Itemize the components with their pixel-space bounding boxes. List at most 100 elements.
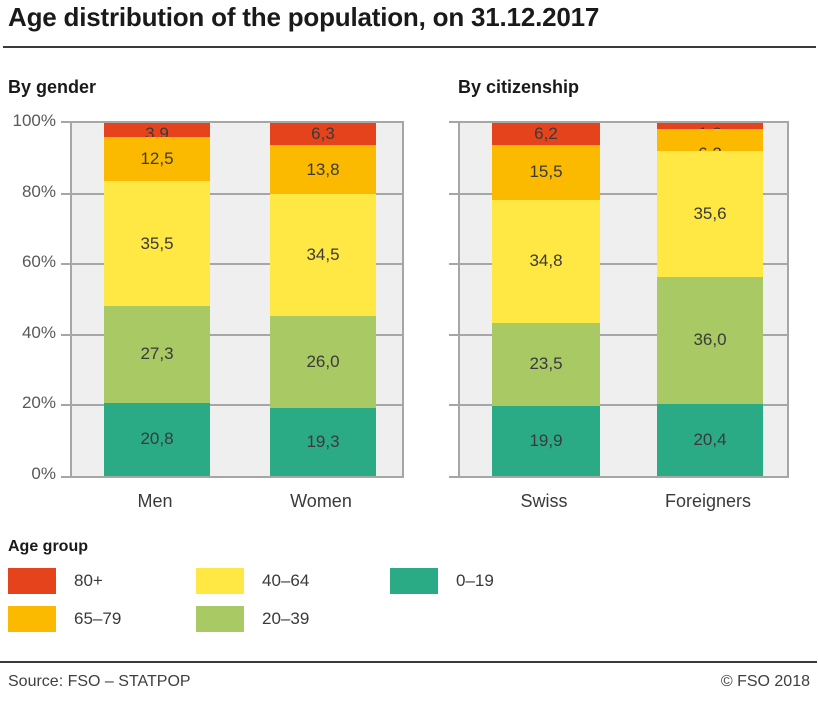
gridline-40% <box>72 333 402 336</box>
y-axis-tick: 0% <box>31 464 56 483</box>
bar-men: 3,9 12,5 35,5 27,3 20,8 <box>104 123 210 476</box>
tick-mark <box>449 192 458 195</box>
y-axis-tick: 80% <box>21 181 56 201</box>
tick-mark <box>61 121 70 123</box>
y-axis-tick: 20% <box>21 393 56 413</box>
tick-mark <box>61 263 70 266</box>
bar-swiss: 6,2 15,5 34,8 23,5 19,9 <box>492 123 600 476</box>
tick-mark <box>61 192 70 195</box>
segment-value-label: 35,6 <box>693 204 727 224</box>
segment-value-label: 19,9 <box>529 430 563 450</box>
gridline-80% <box>460 192 787 195</box>
segment-0–19 <box>657 403 763 476</box>
legend-item-0-19: 0–19 <box>390 568 494 594</box>
segment-value-label: 6,2 <box>534 124 558 143</box>
x-axis-label-swiss: Swiss <box>520 491 568 511</box>
legend-swatch <box>8 568 56 594</box>
chart-title-gender: By gender <box>8 77 97 97</box>
gridline-20% <box>460 404 787 407</box>
legend-item-20-39: 20–39 <box>196 606 390 632</box>
y-axis-tick: 40% <box>21 322 56 342</box>
legend-swatch <box>196 568 244 594</box>
gridline-40% <box>460 333 787 336</box>
segment-0–19 <box>270 407 376 476</box>
segment-value-label: 13,8 <box>306 159 340 179</box>
tick-mark <box>61 476 70 478</box>
x-axis-label-men: Men <box>137 491 173 511</box>
gridline-80% <box>72 192 402 195</box>
tick-mark <box>449 476 458 478</box>
segment-40–64 <box>657 151 763 277</box>
x-axis-label-women: Women <box>290 491 352 511</box>
segment-65–79 <box>104 136 210 181</box>
gridline-60% <box>460 263 787 266</box>
legend-label: 80+ <box>74 571 103 590</box>
legend-item-65-79: 65–79 <box>8 606 196 632</box>
footer: Source: FSO – STATPOP © FSO 2018 <box>8 673 810 691</box>
plot-area-citizenship: 6,215,534,823,519,91,86,235,636,020,4 <box>449 121 789 478</box>
segment-value-label: 23,5 <box>529 354 563 374</box>
tick-mark <box>449 333 458 336</box>
segment-20–39 <box>270 315 376 408</box>
legend-swatch <box>390 568 438 594</box>
title-rule <box>3 46 816 48</box>
y-axis-tick: 60% <box>21 252 56 272</box>
segment-value-label: 12,5 <box>140 148 174 168</box>
segment-80+ <box>104 123 210 137</box>
segment-65–79 <box>657 129 763 152</box>
copyright-note: © FSO 2018 <box>720 673 810 690</box>
x-axis-label-foreigners: Foreigners <box>664 491 752 511</box>
segment-value-label: 6,3 <box>311 124 335 144</box>
legend-swatch <box>196 606 244 632</box>
segment-20–39 <box>657 276 763 404</box>
footer-rule <box>0 661 817 663</box>
tick-mark <box>449 121 458 123</box>
segment-value-label: 36,0 <box>693 330 727 350</box>
segment-40–64 <box>104 180 210 307</box>
segment-40–64 <box>492 199 600 323</box>
tick-mark <box>449 263 458 266</box>
plot-area-gender: 3,9 12,5 35,5 27,3 20,8 6,3 13,8 34,5 26,0 19,3 <box>61 121 404 478</box>
legend: 80+ 65–79 40–64 20–39 0–19 <box>8 568 494 632</box>
legend-swatch <box>8 606 56 632</box>
gridline-60% <box>72 263 402 266</box>
bar-women: 6,3 13,8 34,5 26,0 19,3 <box>270 123 376 476</box>
legend-item-80+: 80+ <box>8 568 196 594</box>
segment-value-label: 20,4 <box>693 429 727 449</box>
segment-80+ <box>492 123 600 145</box>
segment-value-label: 27,3 <box>140 344 174 364</box>
segment-80+ <box>657 123 763 130</box>
segment-65–79 <box>270 145 376 194</box>
segment-0–19 <box>104 402 210 476</box>
segment-value-label: 19,3 <box>306 431 340 451</box>
legend-label: 65–79 <box>74 609 122 628</box>
tick-mark <box>61 404 70 407</box>
segment-value-label: 35,5 <box>140 233 174 253</box>
legend-label: 20–39 <box>262 609 310 628</box>
legend-item-40-64: 40–64 <box>196 568 390 594</box>
segment-0–19 <box>492 405 600 476</box>
segment-value-label: 20,8 <box>140 429 174 449</box>
tick-mark <box>61 333 70 336</box>
segment-value-label: 34,5 <box>306 244 340 264</box>
gridline-20% <box>72 404 402 407</box>
segment-65–79 <box>492 144 600 200</box>
bar-foreigners: 1,86,235,636,020,4 <box>657 123 763 476</box>
page-title: Age distribution of the population, on 3… <box>8 2 600 32</box>
segment-40–64 <box>270 194 376 316</box>
segment-value-label: 15,5 <box>529 162 563 182</box>
y-axis: 100% 80% 60% 40% 20% 0% <box>0 112 56 483</box>
chart-title-citizenship: By citizenship <box>458 77 580 97</box>
y-axis-tick: 100% <box>12 111 56 130</box>
legend-title: Age group <box>8 538 88 555</box>
segment-value-label: 34,8 <box>529 251 563 271</box>
tick-mark <box>449 404 458 407</box>
segment-80+ <box>270 123 376 146</box>
legend-label: 40–64 <box>262 571 310 590</box>
legend-label: 0–19 <box>456 571 494 590</box>
source-note: Source: FSO – STATPOP <box>8 673 191 690</box>
segment-value-label: 26,0 <box>306 351 340 371</box>
